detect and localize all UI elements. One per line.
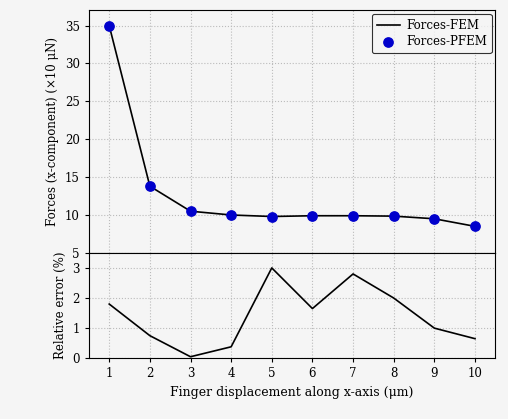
- Forces-PFEM: [390, 213, 398, 220]
- Forces-FEM: [350, 213, 356, 218]
- Forces-FEM: [187, 209, 194, 214]
- Forces-FEM: [106, 23, 112, 28]
- Y-axis label: Relative error (%): Relative error (%): [54, 252, 67, 360]
- Legend: Forces-FEM, Forces-PFEM: Forces-FEM, Forces-PFEM: [372, 14, 492, 53]
- Forces-FEM: [269, 214, 275, 219]
- Forces-PFEM: [471, 223, 479, 230]
- Forces-FEM: [431, 216, 437, 221]
- Forces-PFEM: [308, 212, 316, 219]
- Forces-FEM: [309, 213, 315, 218]
- Forces-FEM: [147, 184, 153, 189]
- Forces-PFEM: [227, 212, 235, 218]
- Forces-PFEM: [349, 212, 357, 219]
- Forces-FEM: [472, 224, 478, 229]
- Forces-PFEM: [105, 22, 113, 29]
- Forces-PFEM: [268, 213, 276, 220]
- Y-axis label: Forces (x-component) (×10 μN): Forces (x-component) (×10 μN): [46, 37, 59, 226]
- X-axis label: Finger displacement along x-axis (μm): Finger displacement along x-axis (μm): [170, 386, 414, 399]
- Forces-FEM: [391, 214, 397, 219]
- Forces-PFEM: [186, 208, 195, 215]
- Forces-PFEM: [146, 183, 154, 189]
- Line: Forces-FEM: Forces-FEM: [109, 26, 475, 226]
- Forces-PFEM: [430, 215, 438, 222]
- Forces-FEM: [228, 212, 234, 217]
